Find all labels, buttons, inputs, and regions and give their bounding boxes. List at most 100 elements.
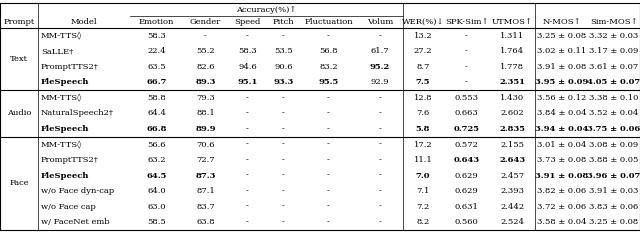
Text: 63.0: 63.0 [147, 203, 166, 211]
Text: 3.61 ± 0.07: 3.61 ± 0.07 [589, 63, 639, 71]
Text: 94.6: 94.6 [238, 63, 257, 71]
Text: 92.9: 92.9 [371, 78, 389, 86]
Text: -: - [379, 172, 381, 180]
Text: 3.56 ± 0.12: 3.56 ± 0.12 [537, 94, 586, 102]
Text: -: - [379, 156, 381, 164]
Text: 87.1: 87.1 [196, 187, 215, 195]
Text: 64.0: 64.0 [147, 187, 166, 195]
Text: 3.25 ± 0.08: 3.25 ± 0.08 [589, 218, 639, 226]
Text: 63.5: 63.5 [147, 63, 166, 71]
Text: -: - [327, 218, 330, 226]
Text: 95.1: 95.1 [237, 78, 258, 86]
Text: 2.602: 2.602 [500, 110, 524, 117]
Text: -: - [327, 187, 330, 195]
Text: Speed: Speed [234, 18, 260, 26]
Text: -: - [282, 203, 285, 211]
Text: N-MOS↑: N-MOS↑ [542, 18, 581, 26]
Text: 3.88 ± 0.05: 3.88 ± 0.05 [589, 156, 639, 164]
Text: 87.3: 87.3 [195, 172, 216, 180]
Text: -: - [282, 156, 285, 164]
Text: 3.73 ± 0.08: 3.73 ± 0.08 [537, 156, 586, 164]
Text: 11.1: 11.1 [413, 156, 433, 164]
Text: -: - [282, 172, 285, 180]
Text: -: - [327, 32, 330, 40]
Text: FleSpeech: FleSpeech [41, 78, 90, 86]
Text: 3.52 ± 0.04: 3.52 ± 0.04 [589, 110, 639, 117]
Text: 0.663: 0.663 [454, 110, 478, 117]
Text: PromptTTS2†: PromptTTS2† [41, 156, 99, 164]
Text: w/o Face dyn-cap: w/o Face dyn-cap [41, 187, 114, 195]
Text: 7.6: 7.6 [417, 110, 429, 117]
Text: 3.32 ± 0.03: 3.32 ± 0.03 [589, 32, 639, 40]
Text: -: - [379, 110, 381, 117]
Text: 27.2: 27.2 [413, 47, 432, 55]
Text: -: - [465, 32, 468, 40]
Text: 7.2: 7.2 [417, 203, 429, 211]
Text: -: - [379, 94, 381, 102]
Text: 2.393: 2.393 [500, 187, 525, 195]
Text: 3.01 ± 0.04: 3.01 ± 0.04 [537, 140, 586, 149]
Text: 72.7: 72.7 [196, 156, 215, 164]
Text: -: - [246, 172, 249, 180]
Text: -: - [282, 125, 285, 133]
Text: 2.442: 2.442 [500, 203, 525, 211]
Text: 7.5: 7.5 [416, 78, 430, 86]
Text: 1.430: 1.430 [500, 94, 525, 102]
Text: -: - [379, 218, 381, 226]
Text: 12.8: 12.8 [413, 94, 432, 102]
Text: 3.02 ± 0.11: 3.02 ± 0.11 [537, 47, 586, 55]
Text: 93.3: 93.3 [273, 78, 294, 86]
Text: 3.91 ± 0.03: 3.91 ± 0.03 [589, 187, 639, 195]
Text: 83.7: 83.7 [196, 203, 215, 211]
Text: -: - [327, 203, 330, 211]
Text: 3.38 ± 0.10: 3.38 ± 0.10 [589, 94, 639, 102]
Text: 63.8: 63.8 [196, 218, 215, 226]
Text: 3.08 ± 0.09: 3.08 ± 0.09 [589, 140, 639, 149]
Text: 58.5: 58.5 [147, 218, 166, 226]
Text: 2.835: 2.835 [499, 125, 525, 133]
Text: 64.4: 64.4 [147, 110, 166, 117]
Text: -: - [465, 78, 468, 86]
Text: NaturalSpeech2†: NaturalSpeech2† [41, 110, 114, 117]
Text: 2.524: 2.524 [500, 218, 525, 226]
Text: FleSpeech: FleSpeech [41, 172, 90, 180]
Text: 3.72 ± 0.06: 3.72 ± 0.06 [537, 203, 586, 211]
Text: 5.8: 5.8 [416, 125, 430, 133]
Text: 3.75 ± 0.06: 3.75 ± 0.06 [588, 125, 640, 133]
Text: 64.5: 64.5 [147, 172, 166, 180]
Text: -: - [246, 187, 249, 195]
Text: -: - [282, 140, 285, 149]
Text: -: - [327, 94, 330, 102]
Text: PromptTTS2†: PromptTTS2† [41, 63, 99, 71]
Text: 2.457: 2.457 [500, 172, 525, 180]
Text: 2.155: 2.155 [500, 140, 525, 149]
Text: 66.7: 66.7 [147, 78, 167, 86]
Text: 0.643: 0.643 [453, 156, 479, 164]
Text: -: - [379, 203, 381, 211]
Text: 3.94 ± 0.04: 3.94 ± 0.04 [535, 125, 588, 133]
Text: 0.629: 0.629 [454, 172, 478, 180]
Text: -: - [246, 156, 249, 164]
Text: -: - [246, 218, 249, 226]
Text: 8.2: 8.2 [417, 218, 429, 226]
Text: 3.17 ± 0.09: 3.17 ± 0.09 [589, 47, 639, 55]
Text: Accuracy(%)↑: Accuracy(%)↑ [236, 6, 297, 14]
Text: 3.91 ± 0.08: 3.91 ± 0.08 [535, 172, 588, 180]
Text: 95.5: 95.5 [318, 78, 339, 86]
Text: WER(%)↓: WER(%)↓ [402, 18, 444, 26]
Text: 70.6: 70.6 [196, 140, 215, 149]
Text: 3.82 ± 0.06: 3.82 ± 0.06 [537, 187, 586, 195]
Text: 83.2: 83.2 [319, 63, 338, 71]
Text: 58.3: 58.3 [147, 32, 166, 40]
Text: Face: Face [9, 179, 29, 187]
Text: SaLLE†: SaLLE† [41, 47, 73, 55]
Text: 61.7: 61.7 [371, 47, 389, 55]
Text: -: - [327, 110, 330, 117]
Text: 89.3: 89.3 [195, 78, 216, 86]
Text: -: - [282, 218, 285, 226]
Text: -: - [204, 32, 207, 40]
Text: 3.58 ± 0.04: 3.58 ± 0.04 [537, 218, 586, 226]
Text: -: - [282, 110, 285, 117]
Text: -: - [379, 125, 381, 133]
Text: 2.351: 2.351 [499, 78, 525, 86]
